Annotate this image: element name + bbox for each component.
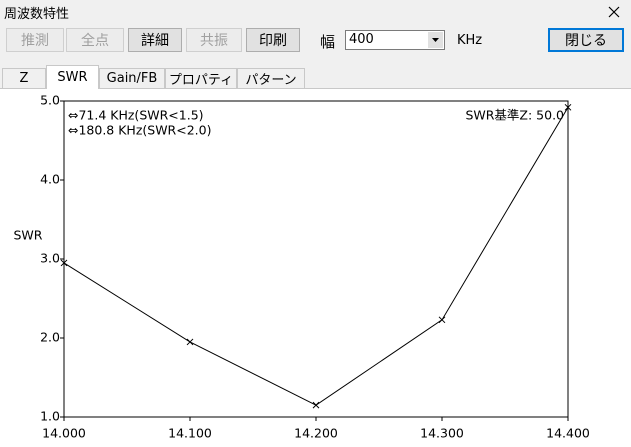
data-point bbox=[564, 103, 572, 111]
y-tick-label: 2.0 bbox=[40, 330, 60, 345]
annotation: SWR基準Z: 50.0 bbox=[465, 108, 564, 123]
tab[interactable]: パターン bbox=[237, 68, 305, 88]
plot-frame bbox=[63, 100, 569, 418]
toolbar-button: 共振 bbox=[186, 28, 242, 52]
x-tick-label: 14.200 bbox=[294, 426, 338, 441]
window-title: 周波数特性 bbox=[4, 7, 70, 22]
close-icon[interactable] bbox=[608, 6, 620, 18]
combo-arrow bbox=[428, 32, 443, 48]
tab[interactable]: Gain/FB bbox=[99, 68, 165, 88]
close-button[interactable]: 閉じる bbox=[548, 28, 624, 52]
tab[interactable]: プロパティ bbox=[165, 68, 237, 88]
y-axis-label: SWR bbox=[14, 228, 43, 243]
x-tick-label: 14.400 bbox=[546, 426, 590, 441]
width-value: 400 bbox=[349, 32, 374, 47]
toolbar-button: 全点 bbox=[66, 28, 124, 52]
data-point bbox=[186, 338, 194, 346]
y-tick-label: 1.0 bbox=[40, 409, 60, 424]
data-point bbox=[312, 401, 320, 409]
data-point bbox=[60, 259, 68, 267]
toolbar-button[interactable]: 印刷 bbox=[246, 28, 300, 52]
annotation: ⇔71.4 KHz(SWR<1.5) bbox=[68, 108, 204, 123]
x-tick-label: 14.300 bbox=[420, 426, 464, 441]
y-tick-label: 3.0 bbox=[40, 251, 60, 266]
y-tick-label: 4.0 bbox=[40, 172, 60, 187]
width-label: 幅 bbox=[320, 33, 336, 51]
toolbar-button[interactable]: 詳細 bbox=[128, 28, 182, 52]
unit-label: KHz bbox=[457, 33, 483, 48]
tab[interactable]: Z bbox=[2, 68, 46, 88]
width-combo[interactable]: 400 bbox=[345, 30, 445, 50]
x-tick-label: 14.100 bbox=[168, 426, 212, 441]
data-point bbox=[438, 316, 446, 324]
x-tick-label: 14.000 bbox=[42, 426, 86, 441]
toolbar-button: 推測 bbox=[6, 28, 64, 52]
tab[interactable]: SWR bbox=[46, 65, 99, 89]
annotation: ⇔180.8 KHz(SWR<2.0) bbox=[68, 123, 211, 138]
y-tick-label: 5.0 bbox=[40, 93, 60, 108]
